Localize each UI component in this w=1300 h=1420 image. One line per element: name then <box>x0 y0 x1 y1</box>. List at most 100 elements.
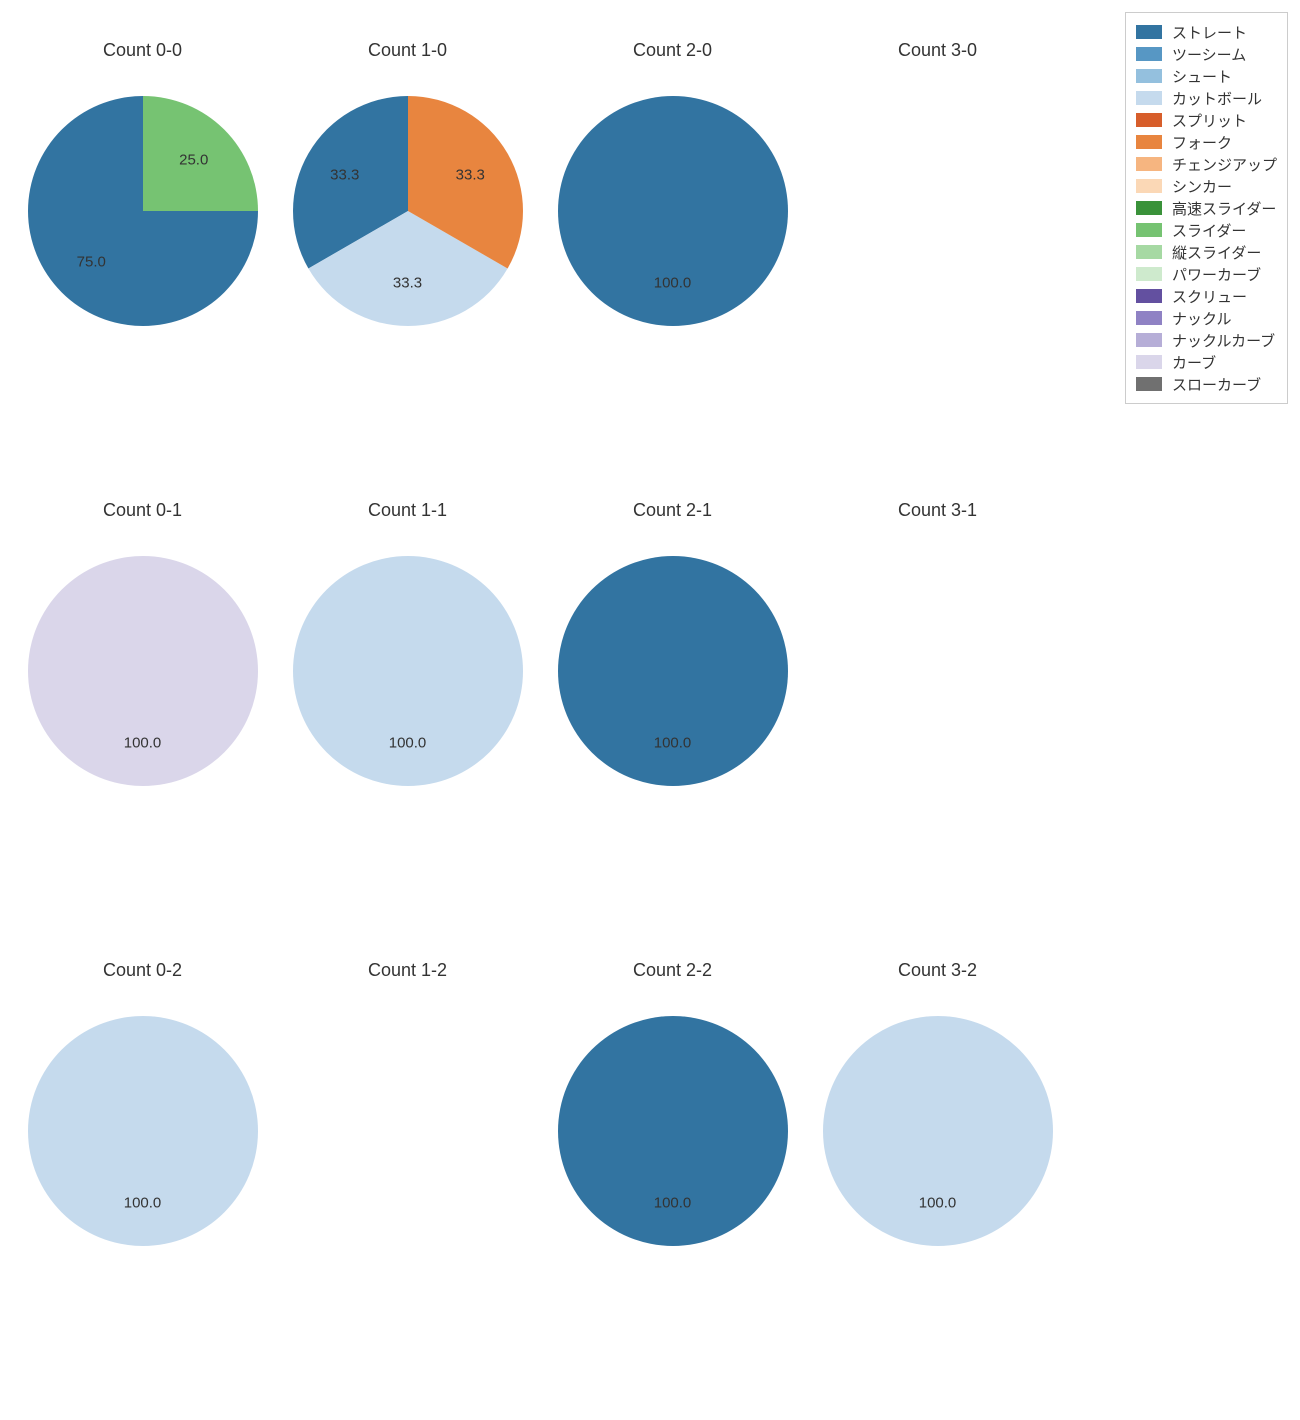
legend-item: 高速スライダー <box>1136 197 1277 219</box>
pie-slice-label: 25.0 <box>179 151 208 168</box>
legend-swatch <box>1136 245 1162 259</box>
legend-item: シュート <box>1136 65 1277 87</box>
legend-label: カーブ <box>1172 352 1216 373</box>
legend-item: スプリット <box>1136 109 1277 131</box>
legend-item: カットボール <box>1136 87 1277 109</box>
legend-label: スプリット <box>1172 110 1247 131</box>
pie-slice-label: 100.0 <box>124 735 162 752</box>
panel-title: Count 3-2 <box>805 960 1070 981</box>
pie-svg <box>28 96 258 326</box>
legend-swatch <box>1136 201 1162 215</box>
legend-swatch <box>1136 355 1162 369</box>
chart-panel: Count 3-2 100.0 <box>805 960 1070 1420</box>
pie-chart: 100.0 <box>293 556 523 786</box>
legend-swatch <box>1136 157 1162 171</box>
pie-chart <box>823 556 1053 786</box>
pie-chart: 33.3 33.3 33.3 <box>293 96 523 326</box>
legend-item: ストレート <box>1136 21 1277 43</box>
legend-label: ストレート <box>1172 22 1247 43</box>
pie-slice-label: 33.3 <box>456 166 485 183</box>
legend-item: ナックル <box>1136 307 1277 329</box>
chart-panel: Count 0-0 75.0 25.0 <box>10 40 275 500</box>
pie-chart: 100.0 <box>823 1016 1053 1246</box>
panel-title: Count 3-1 <box>805 500 1070 521</box>
legend-swatch <box>1136 223 1162 237</box>
legend-label: フォーク <box>1172 132 1232 153</box>
legend-item: ナックルカーブ <box>1136 329 1277 351</box>
pie-chart: 100.0 <box>558 96 788 326</box>
chart-panel: Count 3-1 <box>805 500 1070 960</box>
legend-label: シンカー <box>1172 176 1232 197</box>
chart-panel: Count 3-0 <box>805 40 1070 500</box>
panel-title: Count 2-0 <box>540 40 805 61</box>
panel-title: Count 1-2 <box>275 960 540 981</box>
legend-label: ナックルカーブ <box>1172 330 1275 351</box>
legend-swatch <box>1136 267 1162 281</box>
chart-panel: Count 2-2 100.0 <box>540 960 805 1420</box>
legend-label: ツーシーム <box>1172 44 1246 65</box>
chart-canvas: ストレートツーシームシュートカットボールスプリットフォークチェンジアップシンカー… <box>0 0 1300 1300</box>
legend-item: スローカーブ <box>1136 373 1277 395</box>
legend-label: スローカーブ <box>1172 374 1261 395</box>
legend-label: カットボール <box>1172 88 1262 109</box>
legend-label: パワーカーブ <box>1172 264 1261 285</box>
legend-item: シンカー <box>1136 175 1277 197</box>
pie-chart: 100.0 <box>558 1016 788 1246</box>
panel-title: Count 2-2 <box>540 960 805 981</box>
legend-swatch <box>1136 135 1162 149</box>
panel-title: Count 0-1 <box>10 500 275 521</box>
chart-panel: Count 0-2100.0 <box>10 960 275 1420</box>
legend-swatch <box>1136 47 1162 61</box>
pie-chart: 75.0 25.0 <box>28 96 258 326</box>
legend-swatch <box>1136 289 1162 303</box>
pie-chart <box>823 96 1053 326</box>
legend-label: 高速スライダー <box>1172 198 1276 219</box>
pie-chart <box>293 1016 523 1246</box>
chart-panel: Count 1-2 <box>275 960 540 1420</box>
legend-label: チェンジアップ <box>1172 154 1277 175</box>
legend-swatch <box>1136 113 1162 127</box>
legend-label: 縦スライダー <box>1172 242 1261 263</box>
legend-swatch <box>1136 311 1162 325</box>
legend-swatch <box>1136 69 1162 83</box>
pie-chart: 100.0 <box>28 1016 258 1246</box>
legend-label: スライダー <box>1172 220 1246 241</box>
pie-slice-label: 100.0 <box>654 275 692 292</box>
legend-swatch <box>1136 179 1162 193</box>
legend-item: スライダー <box>1136 219 1277 241</box>
chart-panel: Count 1-1 100.0 <box>275 500 540 960</box>
pie-slice-label: 75.0 <box>77 254 106 271</box>
pie-slice-label: 33.3 <box>330 166 359 183</box>
legend-item: パワーカーブ <box>1136 263 1277 285</box>
chart-panel: Count 2-0 100.0 <box>540 40 805 500</box>
pie-chart: 100.0 <box>558 556 788 786</box>
pie-slice-label: 33.3 <box>393 275 422 292</box>
legend-item: フォーク <box>1136 131 1277 153</box>
pie-slice-label: 100.0 <box>654 1195 692 1212</box>
panel-title: Count 3-0 <box>805 40 1070 61</box>
legend-item: チェンジアップ <box>1136 153 1277 175</box>
pie-slice-label: 100.0 <box>654 735 692 752</box>
panel-title: Count 1-1 <box>275 500 540 521</box>
pie-slice-label: 100.0 <box>919 1195 957 1212</box>
chart-panel: Count 2-1 100.0 <box>540 500 805 960</box>
legend-label: シュート <box>1172 66 1232 87</box>
legend-label: スクリュー <box>1172 286 1247 307</box>
legend-label: ナックル <box>1172 308 1232 329</box>
legend-swatch <box>1136 91 1162 105</box>
chart-panel: Count 1-0 33.3 33.3 33.3 <box>275 40 540 500</box>
legend-swatch <box>1136 25 1162 39</box>
legend-item: スクリュー <box>1136 285 1277 307</box>
pie-slice-label: 100.0 <box>124 1195 162 1212</box>
legend-item: 縦スライダー <box>1136 241 1277 263</box>
chart-panel: Count 0-1 100.0 <box>10 500 275 960</box>
panel-title: Count 1-0 <box>275 40 540 61</box>
pie-chart: 100.0 <box>28 556 258 786</box>
legend-swatch <box>1136 333 1162 347</box>
panel-title: Count 2-1 <box>540 500 805 521</box>
panel-title: Count 0-0 <box>10 40 275 61</box>
legend-swatch <box>1136 377 1162 391</box>
pie-slice-label: 100.0 <box>389 735 427 752</box>
legend: ストレートツーシームシュートカットボールスプリットフォークチェンジアップシンカー… <box>1125 12 1288 404</box>
legend-item: カーブ <box>1136 351 1277 373</box>
